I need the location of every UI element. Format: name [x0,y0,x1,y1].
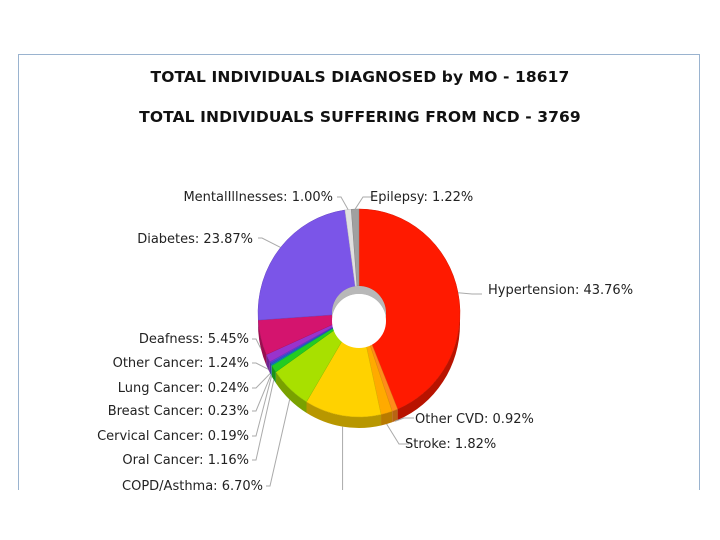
pie-slice-side [381,411,393,426]
leader-line [337,196,349,210]
leader-line [252,375,273,437]
pie-labels: Hypertension: 43.76% Other CVD: 0.92% Stro… [97,190,633,494]
leader-line [266,399,291,487]
slice-label-lung-cancer: Lung Cancer: 0.24% [118,381,249,396]
leader-line [252,379,275,461]
pie-slice-side [269,361,271,375]
pie-slice-side [392,409,398,423]
leader-line [252,338,262,349]
leader-line [458,292,482,295]
leader-line [252,374,272,412]
slice-label-diabetes: Diabetes: 23.87% [137,232,253,247]
slice-label-cervical-cancer: Cervical Cancer: 0.19% [97,429,249,444]
slice-label-mentalillnesses: MentalIllnesses: 1.00% [183,190,333,205]
pie-hole-wall [332,286,386,321]
slice-label-stroke: Stroke: 1.82% [405,437,496,452]
leader-line [252,362,269,370]
pie-slice-side [271,365,276,383]
leader-line [252,373,271,389]
pie-slice-side [397,313,460,421]
slice-label-other-cancer: Other Cancer: 1.24% [113,356,249,371]
pie-slice-side [266,354,270,373]
leader-line [258,237,281,248]
leader-line [394,417,414,422]
leader-line [386,423,409,445]
chart-title: TOTAL INDIVIDUALS DIAGNOSED by MO - 1861… [150,68,570,86]
pie-slices [257,208,461,418]
slice-label-breast-cancer: Breast Cancer: 0.23% [108,404,249,419]
chart-subtitle: TOTAL INDIVIDUALS SUFFERING FROM NCD - 3… [139,108,581,126]
pie-slice-side [270,363,272,376]
slice-label-oral-cancer: Oral Cancer: 1.16% [122,453,249,468]
pie-slice-side [271,364,272,377]
pie-slice-side [258,320,267,366]
slice-label-hypertension: Hypertension: 43.76% [488,283,633,298]
slice-label-other-cvd: Other CVD: 0.92% [415,412,534,427]
slice-label-deafness: Deafness: 5.45% [139,332,249,347]
slice-label-epilepsy: Epilepsy: 1.22% [370,190,473,205]
pie-hole [332,294,386,348]
leader-line [354,196,373,210]
slice-label-copd-asthma: COPD/Asthma: 6.70% [122,479,263,494]
pie-slice-side [306,401,382,428]
